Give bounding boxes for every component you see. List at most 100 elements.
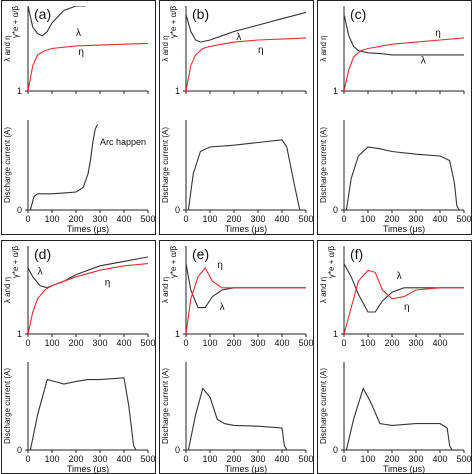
panel-letter: (c) (350, 6, 366, 22)
x-tick-label: 500 (140, 338, 155, 348)
x-tick-label: 200 (226, 454, 241, 464)
x-axis-label: Times (μs) (383, 224, 425, 234)
y-tick-label: 1 (333, 86, 338, 96)
series-line-eta (344, 269, 464, 334)
panel-frame (1, 0, 156, 235)
y-axis-label: λ and η (319, 277, 328, 303)
x-tick-label: 500 (140, 214, 155, 224)
series-label-lambda: λ (236, 32, 241, 43)
x-tick-label: 100 (44, 338, 59, 348)
y-axis-label: Discharge current (A) (319, 127, 328, 203)
y-axis-label: Discharge current (A) (161, 127, 170, 203)
series-line-eta (344, 37, 464, 91)
series-line-eta (28, 42, 148, 91)
panel-letter: (e) (192, 246, 209, 262)
panel-frame (159, 240, 314, 474)
plot-6: 0 100 200 300 400 500 1 λ and ηγ*e + α/β λ η (d) (3, 246, 156, 348)
panel-letter: (d) (34, 246, 51, 262)
x-tick-label: 400 (116, 454, 131, 464)
series-label-lambda: λ (220, 302, 225, 313)
series-line-current (28, 377, 137, 450)
x-tick-label: 500 (298, 338, 313, 348)
series-label-eta: η (78, 47, 84, 58)
x-axis-label: Times (μs) (67, 224, 109, 234)
y-axis-alt-label: γ*e + α/β (11, 246, 20, 279)
x-tick-label: 0 (341, 214, 346, 224)
plot-2: 1 λ and η λ η (c) (319, 6, 465, 96)
series-label-eta: η (105, 278, 111, 289)
x-tick-label: 200 (384, 214, 399, 224)
plot-4: 0 100 200 300 400 500 0 Times (μs) Discharge cur… (161, 120, 314, 234)
x-tick-label: 200 (68, 454, 83, 464)
x-tick-label: 0 (25, 454, 30, 464)
series-label-lambda: λ (421, 55, 426, 66)
y-tick-label: 0 (333, 205, 338, 215)
x-tick-label: 200 (226, 214, 241, 224)
series-line-current (186, 139, 301, 210)
series-line-current (344, 146, 460, 210)
series-line-lambda (186, 11, 306, 43)
x-tick-label: 100 (202, 214, 217, 224)
x-tick-label: 100 (202, 338, 217, 348)
series-label-lambda: λ (76, 28, 81, 39)
x-tick-label: 100 (360, 214, 375, 224)
y-axis-label: λ and η (161, 35, 170, 61)
x-tick-label: 0 (25, 338, 30, 348)
y-axis-label: λ and η (3, 35, 12, 61)
x-tick-label: 500 (298, 454, 313, 464)
series-line-current (186, 387, 288, 450)
x-tick-label: 100 (44, 214, 59, 224)
x-tick-label: 0 (183, 214, 188, 224)
y-tick-label: 1 (17, 86, 22, 96)
x-tick-label: 400 (274, 338, 289, 348)
x-tick-label: 300 (408, 454, 423, 464)
panel-letter: (b) (192, 6, 209, 22)
x-tick-label: 200 (68, 338, 83, 348)
series-label-eta: η (217, 260, 223, 271)
x-tick-label: 300 (250, 338, 265, 348)
plot-5: 0 100 200 300 400 500 0 Times (μs) Discharge cur… (319, 120, 472, 234)
y-tick-label: 0 (175, 445, 180, 455)
x-tick-label: 300 (250, 214, 265, 224)
x-tick-label: 0 (341, 454, 346, 464)
y-tick-label: 0 (175, 205, 180, 215)
plot-9: 0 100 200 300 400 500 0 Times (μs) Discharge cur… (3, 362, 156, 474)
y-axis-label: Discharge current (A) (319, 368, 328, 444)
y-axis-alt-label: γ*e + α/β (11, 6, 20, 39)
plot-7: 0 100 200 300 400 500 1 λ and ηγ*e + α/β λ η (e) (161, 246, 314, 348)
x-tick-label: 0 (183, 454, 188, 464)
x-tick-label: 500 (298, 214, 313, 224)
x-tick-label: 400 (274, 214, 289, 224)
x-tick-label: 400 (432, 214, 447, 224)
x-tick-label: 300 (92, 338, 107, 348)
series-label-lambda: λ (397, 271, 402, 282)
series-label-lambda: λ (38, 267, 43, 278)
series-line-eta (186, 37, 306, 91)
x-axis-label: Times (μs) (67, 464, 109, 474)
y-tick-label: 1 (175, 86, 180, 96)
x-axis-label: Times (μs) (225, 224, 267, 234)
y-axis-label: Discharge current (A) (3, 127, 12, 203)
y-axis-alt-label: γ*e + α/β (169, 6, 178, 39)
series-label-eta: η (435, 28, 441, 39)
x-tick-label: 100 (44, 454, 59, 464)
plot-0: 1 λ and ηγ*e + α/β λη (a) (3, 6, 149, 96)
series-line-current (344, 386, 453, 450)
series-line-lambda (28, 6, 86, 37)
x-tick-label: 200 (384, 338, 399, 348)
x-tick-label: 200 (384, 454, 399, 464)
y-axis-label: Discharge current (A) (161, 368, 170, 444)
plot-11: 0 100 200 300 400 500 0 Times (μs) Discharge cur… (319, 362, 472, 474)
series-label-eta: η (258, 45, 264, 56)
x-tick-label: 400 (432, 338, 447, 348)
x-tick-label: 0 (183, 338, 188, 348)
x-tick-label: 300 (92, 214, 107, 224)
y-axis-label: λ and η (3, 277, 12, 303)
x-tick-label: 100 (202, 454, 217, 464)
x-tick-label: 200 (226, 338, 241, 348)
plot-8: 0 100 200 300 400 1 λ and ηγ*e + α/β λ η (f) (319, 246, 464, 348)
x-axis-label: Times (μs) (225, 464, 267, 474)
y-tick-label: 0 (17, 445, 22, 455)
x-tick-label: 400 (432, 454, 447, 464)
